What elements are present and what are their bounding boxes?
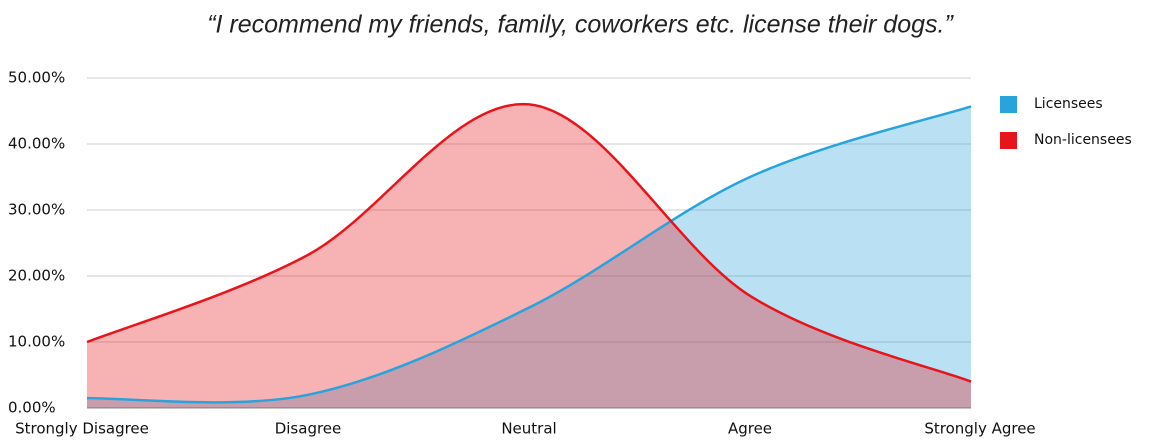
chart-title: “I recommend my friends, family, coworke… xyxy=(207,11,954,39)
x-tick-label: Agree xyxy=(728,420,772,438)
legend-label: Licensees xyxy=(1034,96,1103,112)
legend-swatch xyxy=(1000,96,1017,113)
legend-swatch xyxy=(1000,132,1017,149)
y-tick-label: 40.00% xyxy=(8,135,65,153)
legend-label: Non-licensees xyxy=(1034,132,1132,148)
x-tick-label: Strongly Agree xyxy=(924,420,1035,438)
y-tick-label: 30.00% xyxy=(8,201,65,219)
y-tick-label: 10.00% xyxy=(8,333,65,351)
y-tick-label: 0.00% xyxy=(8,399,56,417)
x-tick-label: Neutral xyxy=(501,420,556,438)
area xyxy=(87,104,971,408)
y-tick-label: 20.00% xyxy=(8,267,65,285)
x-tick-label: Strongly Disagree xyxy=(15,420,149,438)
y-tick-label: 50.00% xyxy=(8,69,65,87)
line xyxy=(86,105,972,404)
line xyxy=(86,103,972,383)
x-tick-label: Disagree xyxy=(275,420,342,438)
area xyxy=(87,106,971,408)
